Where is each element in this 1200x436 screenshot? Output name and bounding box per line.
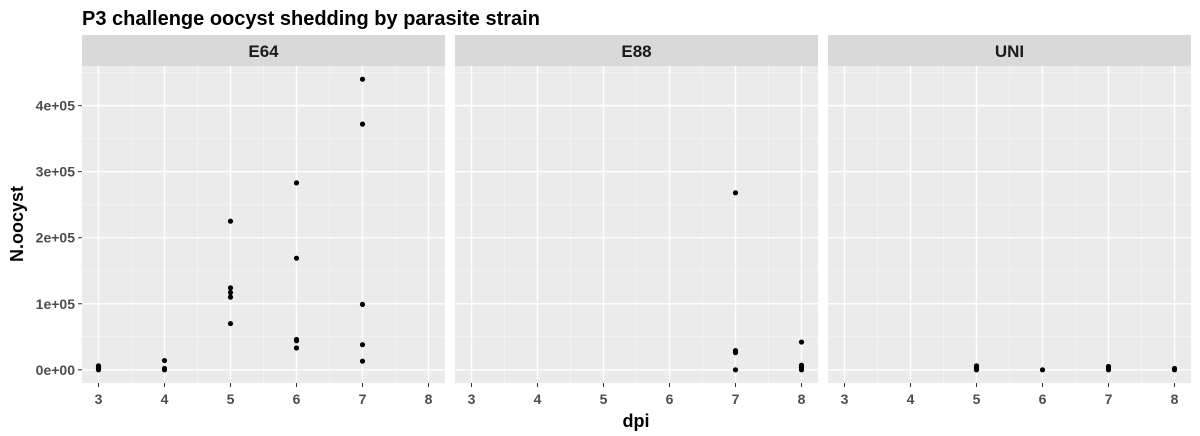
facet-strip (82, 35, 445, 66)
y-axis: 0e+00 1e+05 2e+05 3e+05 4e+05 (36, 98, 82, 378)
y-axis-title: N.oocyst (7, 186, 27, 262)
data-point (359, 342, 366, 348)
y-tick-label: 2e+05 (36, 230, 76, 246)
data-point (293, 180, 300, 186)
chart-title: P3 challenge oocyst shedding by parasite… (82, 8, 540, 30)
x-tick-label: 7 (1105, 391, 1113, 407)
facet-panels: E64 3 4 5 6 7 8 E88 3 4 5 6 7 8 UNI 3 4 5 6 7 8 (82, 35, 1191, 407)
facet-strip-label: UNI (995, 42, 1024, 61)
x-tick-label: 8 (798, 391, 806, 407)
data-point (227, 218, 234, 224)
x-tick-label: 4 (534, 391, 542, 407)
data-point (1105, 363, 1112, 370)
data-point (227, 320, 234, 327)
data-point (798, 362, 805, 368)
data-point (293, 255, 300, 261)
data-point (732, 367, 739, 373)
x-tick-label: 3 (95, 391, 103, 407)
x-tick-label: 4 (907, 391, 915, 407)
data-point (732, 348, 739, 354)
data-point (973, 363, 980, 369)
data-point (293, 345, 300, 351)
facet-strip (828, 35, 1191, 66)
data-point (293, 336, 300, 343)
facet-strip-label: E88 (621, 42, 651, 61)
facet-panel-e64: E64 3 4 5 6 7 8 (82, 35, 445, 407)
x-tick-label: 3 (468, 391, 476, 407)
data-point (359, 121, 366, 127)
x-tick-label: 5 (600, 391, 608, 407)
x-axis-title: dpi (623, 411, 650, 431)
data-point (161, 357, 168, 364)
data-point (161, 365, 168, 372)
data-point (732, 190, 739, 196)
data-point (1171, 365, 1178, 372)
data-point (227, 289, 234, 296)
data-point (95, 363, 102, 369)
y-tick-label: 3e+05 (36, 164, 76, 180)
data-point (798, 339, 805, 345)
x-tick-label: 6 (293, 391, 301, 407)
data-point (359, 301, 366, 308)
data-point (1039, 367, 1046, 373)
x-tick-label: 8 (425, 391, 433, 407)
y-tick-label: 0e+00 (36, 362, 76, 378)
x-tick-label: 8 (1171, 391, 1179, 407)
x-tick-label: 6 (1039, 391, 1047, 407)
data-point (227, 285, 234, 291)
data-point (227, 294, 234, 300)
x-tick-label: 4 (161, 391, 169, 407)
data-point (359, 358, 366, 364)
facet-panel-e88: E88 3 4 5 6 7 8 (455, 35, 818, 407)
y-tick-label: 4e+05 (36, 98, 76, 114)
x-tick-label: 6 (666, 391, 674, 407)
x-tick-label: 7 (359, 391, 367, 407)
facet-strip (455, 35, 818, 66)
x-tick-label: 3 (841, 391, 849, 407)
x-tick-label: 5 (227, 391, 235, 407)
y-tick-label: 1e+05 (36, 296, 76, 312)
x-tick-label: 5 (973, 391, 981, 407)
facet-strip-label: E64 (248, 42, 279, 61)
facet-panel-uni: UNI 3 4 5 6 7 8 (828, 35, 1191, 407)
data-point (359, 76, 366, 82)
x-tick-label: 7 (732, 391, 740, 407)
